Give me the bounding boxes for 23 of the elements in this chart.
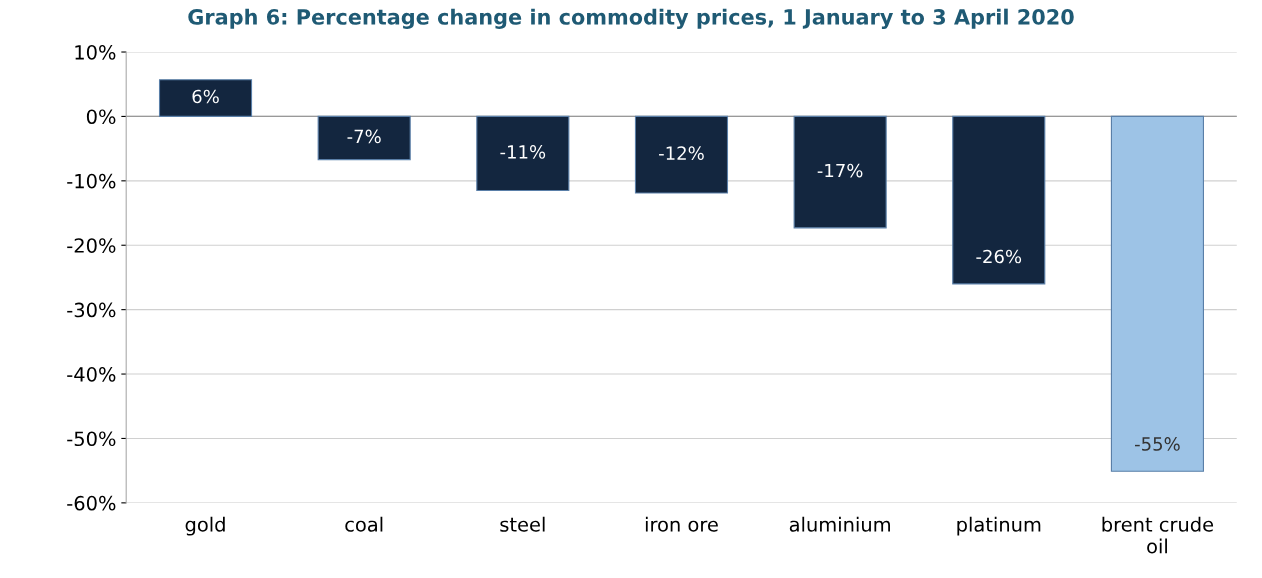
x-tick-label: platinum [957,516,1041,536]
x-tick-label: coal [345,516,383,532]
x-tick-label: gold [185,516,225,536]
y-tick-label: -10% [67,173,116,189]
x-tick-label: iron ore [645,516,718,532]
data-label: -7% [347,129,381,144]
data-label: -26% [976,249,1022,264]
data-label: -12% [659,146,704,160]
y-tick-label: -40% [67,367,116,382]
y-tick-label: 0% [86,109,116,125]
chart-title: Graph 6: Percentage change in commodity prices, 1 January to 3 April 2020 [188,8,1074,29]
data-label: 6% [192,89,219,104]
data-label: -17% [817,163,863,178]
data-label: -11% [500,145,546,159]
y-tick-label: 10% [75,44,116,60]
data-label: -55% [1134,437,1180,451]
y-tick-label: -20% [67,238,116,253]
y-tick-label: -60% [67,495,116,511]
y-tick-label: -50% [67,431,116,447]
x-tick-label: brent crude oil [1102,516,1214,554]
x-tick-label: steel [500,516,545,532]
y-tick-label: -30% [67,302,116,318]
x-tick-label: aluminium [789,516,890,532]
